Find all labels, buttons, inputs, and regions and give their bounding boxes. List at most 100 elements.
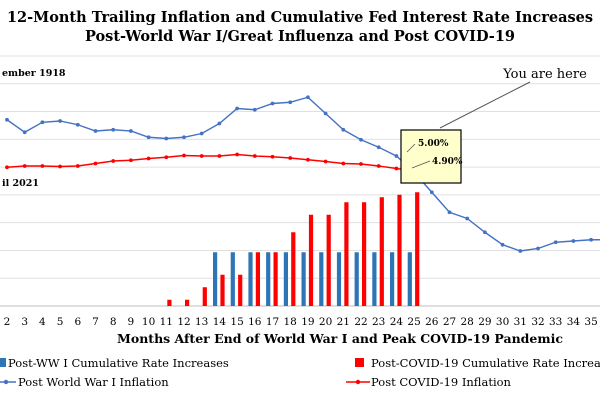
- point-postww1-inflation: [465, 216, 470, 221]
- x-tick-label: 7: [92, 316, 99, 328]
- point-postww1-inflation: [359, 137, 363, 142]
- point-postww1-inflation: [164, 136, 169, 141]
- x-tick-label: 16: [248, 316, 262, 328]
- x-tick-label: 27: [443, 316, 456, 328]
- x-tick-label: 32: [531, 316, 544, 328]
- point-postcovid-inflation: [376, 164, 381, 168]
- point-postcovid-inflation: [22, 164, 27, 168]
- label-leader-2: [411, 160, 431, 169]
- bar-postcovid: [326, 214, 331, 306]
- chart-subtitle: Post-World War I/Great Influenza and Pos…: [85, 28, 515, 45]
- x-tick-label: 23: [372, 316, 385, 328]
- point-postcovid-inflation: [270, 154, 275, 159]
- bar-postww1: [372, 252, 377, 306]
- point-postcovid-inflation: [323, 159, 328, 164]
- point-postcovid-inflation: [306, 157, 310, 162]
- point-postcovid-inflation: [111, 159, 116, 163]
- point-postww1-inflation: [288, 100, 293, 105]
- legend-marker-postww1: [3, 379, 9, 385]
- bar-postcovid: [397, 194, 402, 306]
- bar-postww1: [390, 252, 395, 306]
- point-postcovid-inflation: [75, 164, 80, 168]
- point-postcovid-inflation: [146, 156, 151, 161]
- point-postww1-inflation: [182, 135, 186, 140]
- point-postww1-inflation: [306, 95, 310, 100]
- side-label-2021: il 2021: [2, 178, 39, 189]
- point-postww1-inflation: [22, 130, 27, 135]
- bar-postcovid: [291, 232, 296, 306]
- bar-postww1: [283, 252, 288, 306]
- chart-title: 12-Month Trailing Inflation and Cumulati…: [7, 9, 593, 26]
- x-tick-labels: 2 3 4 5 6 7 8 9 10 11 12 13 14 15 16 17 18 19 20 21 22 23 24 25…: [4, 316, 598, 328]
- x-tick-label: 10: [142, 316, 155, 328]
- point-postcovid-inflation: [394, 166, 399, 171]
- bar-postcovid: [379, 197, 384, 306]
- point-postww1-inflation: [323, 111, 328, 116]
- legend-label-postww1-inflation: Post World War I Inflation: [18, 375, 169, 389]
- bar-postcovid: [220, 274, 225, 306]
- side-label-1918: ember 1918: [2, 68, 66, 79]
- point-postww1-inflation: [111, 127, 116, 132]
- point-postcovid-inflation: [235, 152, 240, 157]
- x-tick-label: 21: [337, 316, 350, 328]
- bar-postcovid: [415, 192, 420, 306]
- legend-label-postcovid-bars: Post-COVID-19 Cumulative Rate Increases: [371, 356, 600, 370]
- point-postww1-inflation: [341, 127, 346, 132]
- bar-postww1: [354, 252, 359, 306]
- point-postww1-inflation: [571, 239, 576, 243]
- point-postcovid-inflation: [182, 153, 186, 158]
- bar-postww1: [301, 252, 306, 306]
- highlight-box: [400, 129, 462, 184]
- point-postcovid-inflation: [341, 161, 346, 166]
- x-tick-label: 35: [584, 316, 597, 328]
- point-postww1-inflation: [5, 117, 9, 122]
- annotation-text: You are here: [502, 67, 587, 82]
- point-postww1-inflation: [217, 121, 222, 126]
- bar-postcovid: [308, 214, 314, 306]
- legend: Post-WW I Cumulative Rate Increases Post…: [0, 356, 600, 389]
- point-postcovid-inflation: [129, 158, 133, 163]
- bar-postww1: [319, 252, 324, 306]
- legend-swatch-postww1-bars: [0, 358, 6, 367]
- x-tick-label: 30: [496, 316, 509, 328]
- point-postcovid-inflation: [252, 154, 257, 158]
- bar-postcovid: [202, 287, 207, 306]
- bar-postww1: [213, 252, 218, 306]
- point-postcovid-inflation: [359, 162, 363, 166]
- x-tick-label: 31: [514, 316, 527, 328]
- point-postww1-inflation: [252, 107, 257, 112]
- legend-label-postcovid-inflation: Post COVID-19 Inflation: [371, 375, 512, 389]
- point-postww1-inflation: [589, 237, 593, 242]
- point-postww1-inflation: [500, 242, 505, 247]
- x-tick-label: 9: [128, 316, 135, 328]
- bar-postww1: [336, 252, 342, 306]
- point-postww1-inflation: [429, 190, 434, 195]
- x-tick-label: 12: [177, 316, 190, 328]
- x-tick-label: 22: [354, 316, 367, 328]
- bars-layer: [167, 192, 420, 306]
- point-postww1-inflation: [40, 120, 45, 125]
- bar-postcovid: [238, 274, 243, 306]
- x-tick-label: 26: [425, 316, 439, 328]
- x-tick-label: 33: [549, 316, 562, 328]
- x-tick-label: 11: [160, 316, 173, 328]
- x-tick-label: 29: [478, 316, 491, 328]
- point-postww1-inflation: [394, 154, 399, 158]
- point-postww1-inflation: [235, 106, 240, 111]
- point-postww1-inflation: [75, 122, 80, 127]
- bar-postcovid: [344, 202, 349, 306]
- point-postcovid-inflation: [164, 155, 169, 160]
- bar-postcovid: [362, 202, 367, 306]
- x-tick-label: 20: [319, 316, 332, 328]
- x-tick-label: 2: [4, 316, 11, 328]
- point-postww1-inflation: [553, 240, 558, 245]
- bar-postww1: [230, 252, 235, 306]
- x-tick-label: 3: [21, 316, 28, 328]
- value-label-49pct: 4.90%: [432, 157, 463, 167]
- point-postcovid-inflation: [5, 165, 9, 170]
- bar-postww1: [407, 252, 412, 306]
- point-postww1-inflation: [447, 210, 452, 215]
- bar-postww1: [248, 252, 253, 306]
